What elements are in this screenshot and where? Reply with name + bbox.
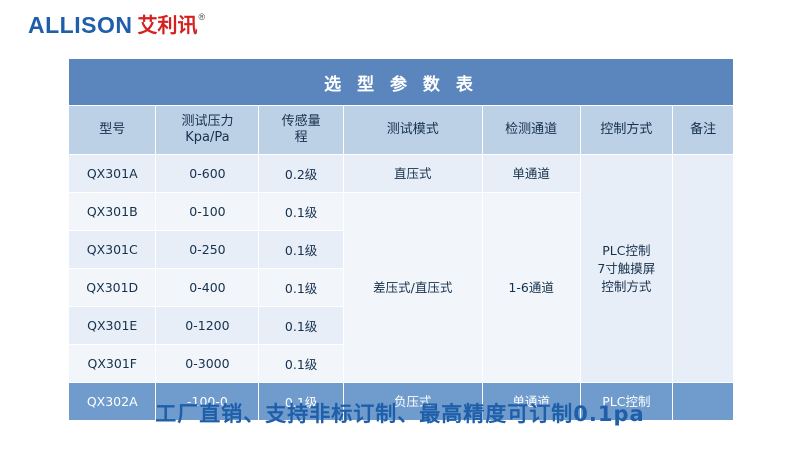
- header-sensor-range: 传感量 程: [258, 105, 344, 155]
- cell-sensor: 0.2级: [258, 154, 344, 193]
- cell-mode-merged: 差压式/直压式: [342, 192, 483, 383]
- table-row: QX301F 0-3000 0.1级: [67, 344, 734, 383]
- table-row: QX301E 0-1200 0.1级: [67, 306, 734, 345]
- spec-table: 选 型 参 数 表 型号 测试压力 Kpa/Pa 传感量 程 测试模式 检测通道…: [67, 58, 734, 421]
- table-row: QX301C 0-250 0.1级: [67, 230, 734, 269]
- cell-model: QX301C: [67, 230, 157, 269]
- cell-pressure: 0-1200: [155, 306, 260, 345]
- cell-pressure: 0-100: [155, 192, 260, 231]
- cell-model: QX301B: [67, 192, 157, 231]
- cell-channel-merged: 1-6通道: [481, 192, 581, 383]
- cell-sensor: 0.1级: [258, 344, 344, 383]
- cell-pressure: 0-400: [155, 268, 260, 307]
- cell-model: QX301D: [67, 268, 157, 307]
- cell-channel-first: 单通道: [481, 154, 581, 193]
- control-line3: 控制方式: [601, 278, 652, 294]
- header-test-mode: 测试模式: [342, 105, 483, 155]
- spec-table-container: 选 型 参 数 表 型号 测试压力 Kpa/Pa 传感量 程 测试模式 检测通道…: [67, 58, 734, 421]
- footer-slogan: 工厂直销、支持非标订制、最高精度可订制0.1pa: [155, 402, 645, 426]
- control-line1: PLC控制: [602, 242, 651, 258]
- header-control-mode: 控制方式: [579, 105, 674, 155]
- cell-sensor: 0.1级: [258, 382, 344, 421]
- cell-mode-last: 负压式: [342, 382, 483, 421]
- cell-model: QX301E: [67, 306, 157, 345]
- header-test-pressure-line2: Kpa/Pa: [185, 130, 230, 145]
- cell-mode-first: 直压式: [342, 154, 483, 193]
- cell-control-merged: PLC控制 7寸触摸屏 控制方式: [579, 154, 674, 383]
- header-test-pressure: 测试压力 Kpa/Pa: [155, 105, 260, 155]
- cell-model: QX301A: [67, 154, 157, 193]
- header-sensor-range-line2: 程: [294, 130, 308, 145]
- cell-pressure: 0-600: [155, 154, 260, 193]
- cell-sensor: 0.1级: [258, 230, 344, 269]
- logo-text-cn: 艾利讯: [137, 13, 198, 37]
- cell-sensor: 0.1级: [258, 268, 344, 307]
- cell-pressure: 0-250: [155, 230, 260, 269]
- cell-remark-merged: [672, 154, 734, 383]
- header-model: 型号: [67, 105, 157, 155]
- cell-remark-last: [672, 382, 734, 421]
- cell-model: QX302A: [67, 382, 157, 421]
- header-remark: 备注: [672, 105, 734, 155]
- control-line2: 7寸触摸屏: [597, 260, 656, 276]
- header-sensor-range-line1: 传感量: [281, 114, 321, 129]
- company-logo: ALLISON 艾利讯 ®: [28, 12, 205, 38]
- cell-pressure: -100-0: [155, 382, 260, 421]
- table-title: 选 型 参 数 表: [68, 58, 734, 106]
- cell-sensor: 0.1级: [258, 306, 344, 345]
- header-test-pressure-line1: 测试压力: [181, 114, 234, 129]
- table-header-row: 型号 测试压力 Kpa/Pa 传感量 程 测试模式 检测通道 控制方式 备注: [67, 105, 734, 155]
- table-title-row: 选 型 参 数 表: [68, 58, 734, 106]
- cell-model: QX301F: [67, 344, 157, 383]
- cell-sensor: 0.1级: [258, 192, 344, 231]
- cell-control-last: PLC控制: [579, 382, 674, 421]
- registered-mark-icon: ®: [198, 12, 206, 22]
- cell-channel-last: 单通道: [481, 382, 581, 421]
- table-row: QX301A 0-600 0.2级 直压式 单通道 PLC控制 7寸触摸屏 控制…: [67, 154, 734, 383]
- header-channel: 检测通道: [481, 105, 581, 155]
- cell-pressure: 0-3000: [155, 344, 260, 383]
- logo-text-en: ALLISON: [28, 12, 133, 38]
- table-row: QX302A -100-0 0.1级 负压式 单通道 PLC控制: [67, 382, 734, 421]
- table-row: QX301D 0-400 0.1级: [67, 268, 734, 307]
- table-row: QX301B 0-100 0.1级 差压式/直压式 1-6通道: [67, 192, 734, 383]
